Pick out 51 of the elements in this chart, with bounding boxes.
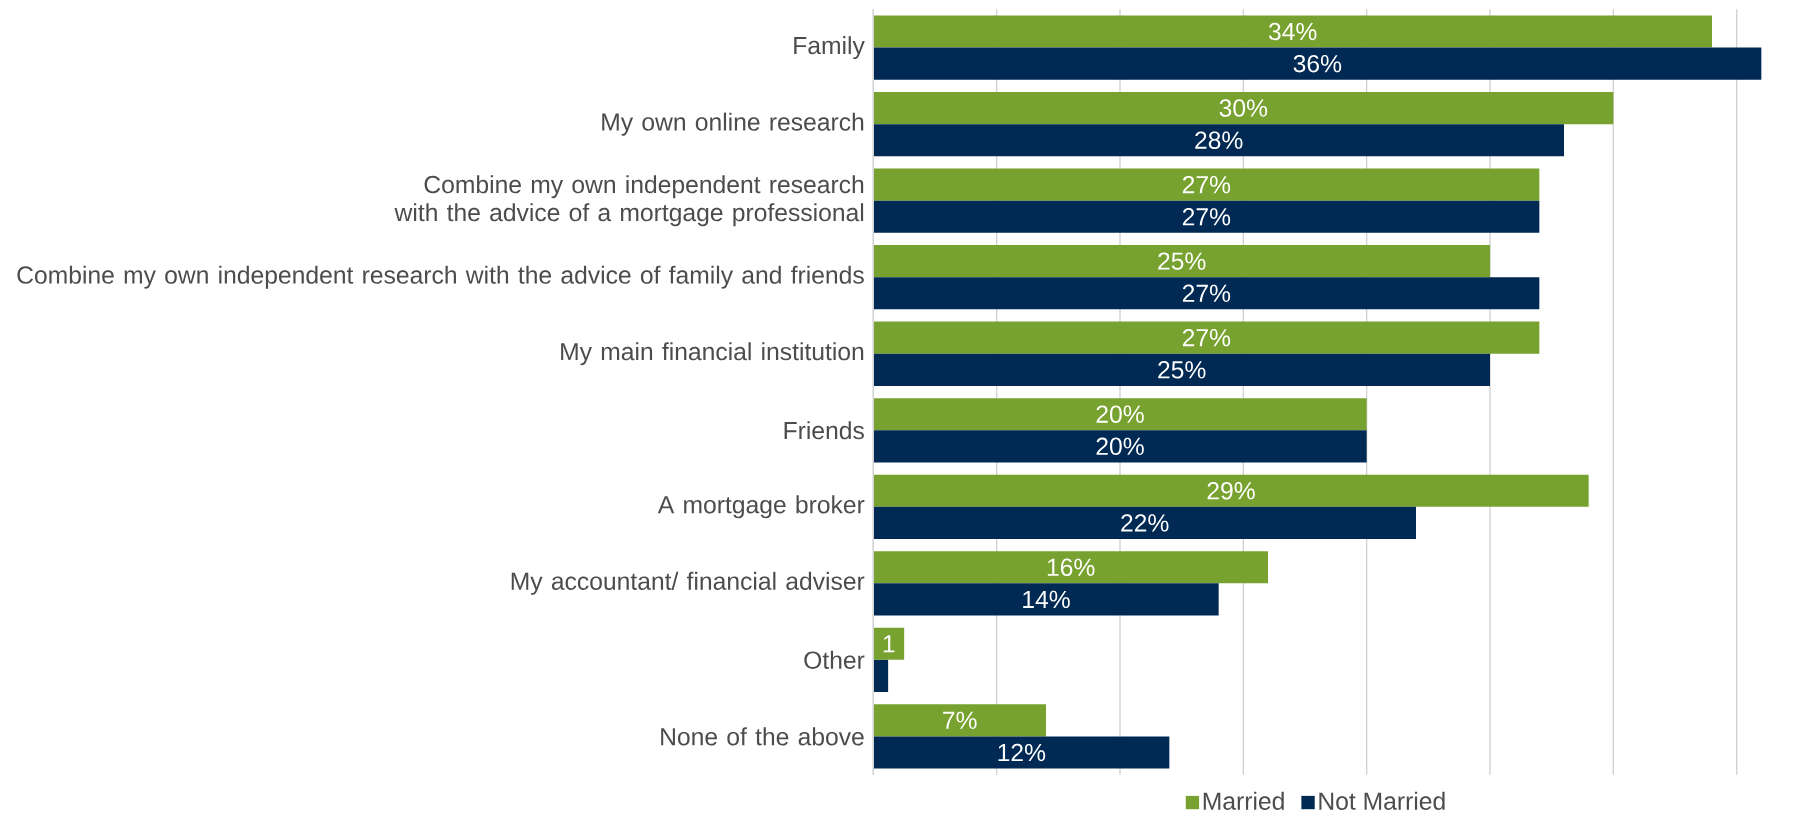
data-label: 28% — [1195, 131, 1243, 149]
bar — [873, 124, 1564, 157]
bar — [873, 430, 1367, 463]
data-label: 29% — [1207, 481, 1255, 500]
data-label: 27% — [1182, 284, 1231, 302]
y-tick-label: Other — [804, 650, 865, 669]
bar — [873, 659, 889, 693]
bar — [873, 91, 1614, 125]
data-label: 20% — [1096, 437, 1144, 456]
data-label: 14% — [1023, 590, 1070, 609]
bar — [873, 474, 1589, 507]
bar — [873, 277, 1540, 310]
bar — [873, 551, 1268, 584]
y-tick-label: Combine my own independent research with the advice of family and friends — [17, 265, 864, 289]
data-label: 20% — [1096, 405, 1144, 423]
bar — [873, 200, 1540, 233]
bar — [873, 15, 1712, 48]
data-label: 27% — [1182, 328, 1231, 347]
y-tick-label: Friends — [784, 421, 864, 440]
y-tick-label: Family — [794, 36, 865, 60]
data-label: 12% — [998, 743, 1046, 762]
bar — [873, 398, 1367, 431]
bar — [873, 704, 1046, 737]
bar — [873, 321, 1540, 354]
data-label: 30% — [1219, 99, 1268, 117]
bar — [873, 736, 1170, 769]
y-tick-label: Combine my own independent research with the advice of a mortgage professional — [394, 175, 864, 227]
data-label: 7% — [943, 711, 977, 729]
data-label: 25% — [1158, 252, 1206, 270]
legend-label: Married — [1203, 791, 1284, 810]
data-label: 16% — [1047, 558, 1095, 577]
data-label: 34% — [1268, 22, 1317, 41]
y-tick-label: My own online research — [602, 112, 864, 136]
bar — [873, 168, 1540, 201]
bar — [873, 245, 1490, 278]
data-label: 27% — [1182, 208, 1231, 226]
y-tick-label: A mortgage broker — [657, 495, 865, 519]
data-label: 25% — [1158, 361, 1206, 379]
bar — [873, 47, 1762, 80]
y-tick-label: My main financial institution — [561, 342, 864, 366]
y-tick-label: None of the above — [661, 727, 864, 746]
bar — [873, 627, 905, 660]
data-label: 1 — [883, 635, 895, 653]
data-label: 22% — [1121, 514, 1169, 532]
data-label: 27% — [1182, 175, 1231, 194]
y-tick-label: My accountant/ financial adviser — [511, 571, 865, 595]
bar — [873, 353, 1490, 386]
bar — [873, 583, 1219, 616]
bar — [873, 506, 1416, 539]
legend-label: Not Married — [1319, 791, 1445, 810]
data-label: 36% — [1293, 54, 1342, 73]
